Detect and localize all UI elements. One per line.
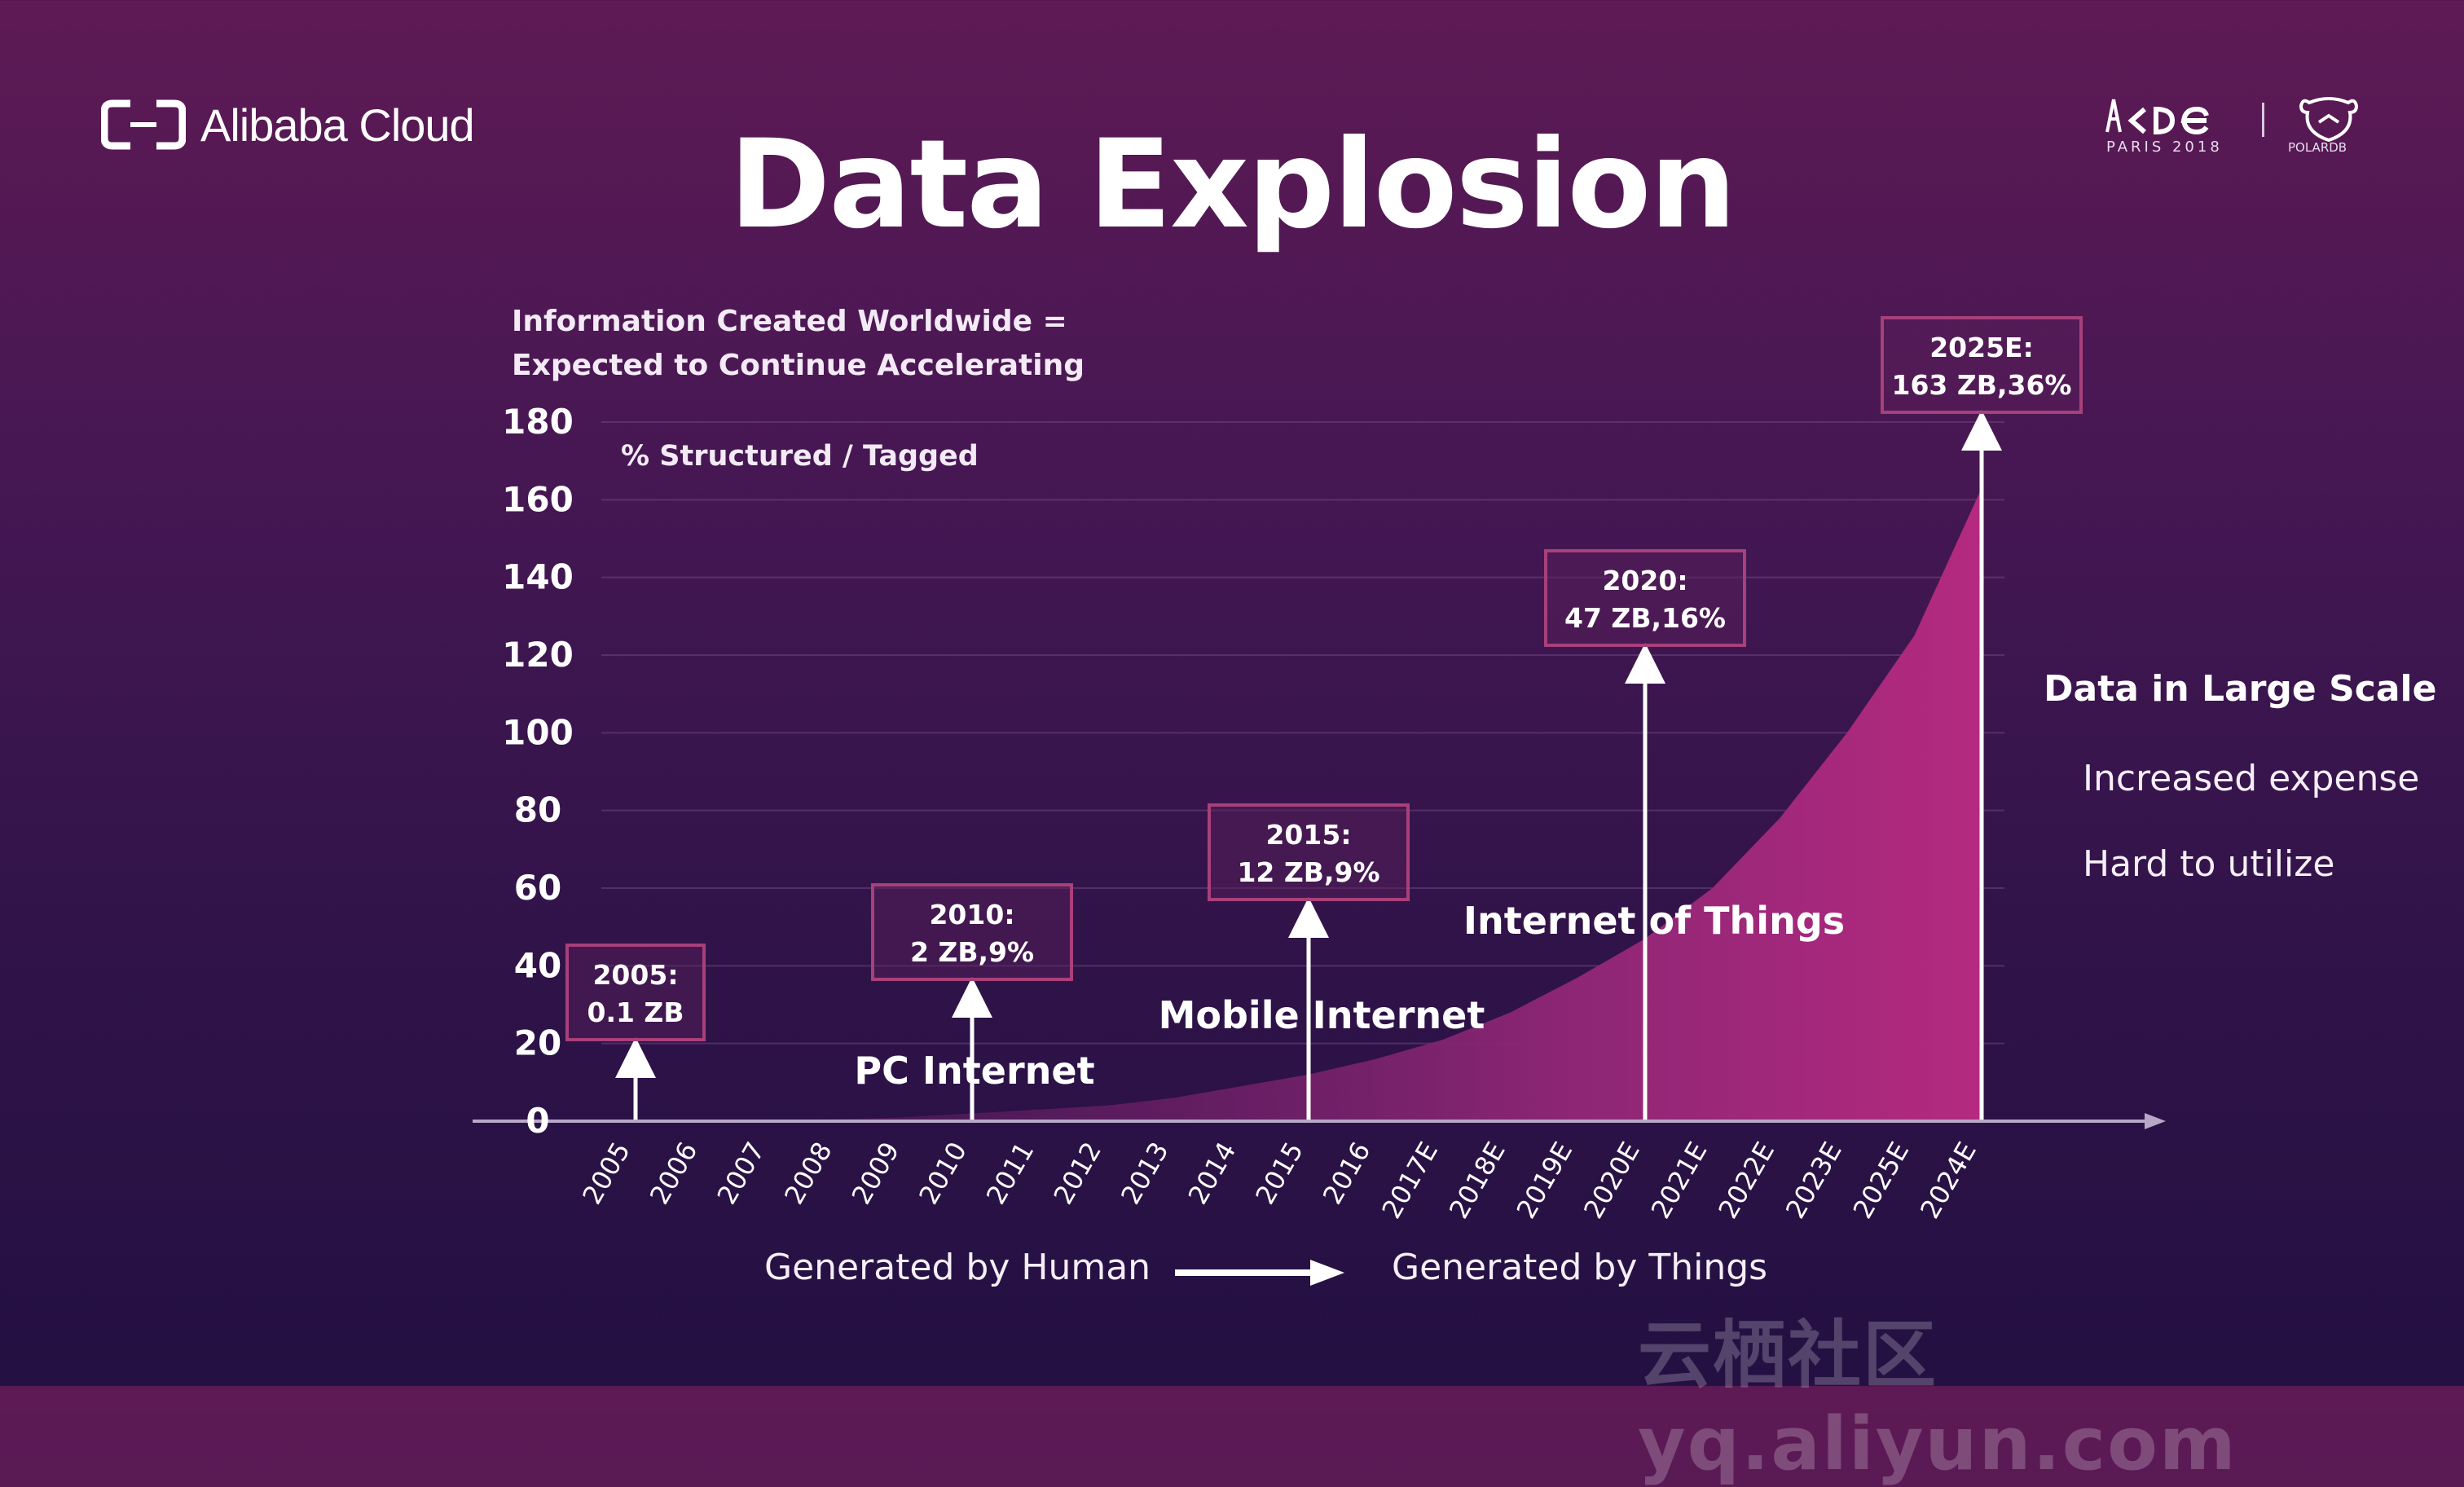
slide-title: Data Explosion xyxy=(728,114,1736,256)
side-item-expense: Increased expense xyxy=(2083,758,2420,799)
right-arrow-icon xyxy=(1175,1260,1344,1286)
side-panel-title: Data in Large Scale xyxy=(2044,668,2437,710)
conference-subtitle: PARIS 2018 xyxy=(2106,139,2223,156)
callout-2010: 2010: 2 ZB,9% xyxy=(871,883,1073,981)
callout-text: 2 ZB,9% xyxy=(910,936,1034,968)
callout-text: 47 ZB,16% xyxy=(1564,602,1726,634)
icde-logo-icon xyxy=(2105,99,2209,135)
watermark: 云栖社区 yq.aliyun.com xyxy=(1638,1313,2237,1487)
x-tick-label: 2005 xyxy=(576,1137,636,1210)
callout-2025E: 2025E: 163 ZB,36% xyxy=(1881,316,2083,414)
x-tick-label: 2024E xyxy=(1914,1137,1982,1224)
x-tick-label: 2021E xyxy=(1645,1137,1714,1224)
x-axis-arrowhead xyxy=(2145,1113,2166,1129)
era-label: Mobile Internet xyxy=(1159,993,1485,1037)
callout-2005: 2005: 0.1 ZB xyxy=(565,944,706,1041)
x-tick-label: 2006 xyxy=(644,1137,704,1210)
callout-text: 2010: xyxy=(929,899,1014,930)
callout-text: 0.1 ZB xyxy=(587,996,684,1028)
bottom-left-label: Generated by Human xyxy=(764,1247,1151,1288)
x-tick-label: 2018E xyxy=(1443,1137,1511,1224)
callout-text: 163 ZB,36% xyxy=(1892,369,2072,401)
y-tick-label: 60 xyxy=(514,868,561,908)
y-tick-label: 160 xyxy=(502,479,574,519)
y-tick-label: 0 xyxy=(526,1101,549,1141)
x-tick-label: 2020E xyxy=(1577,1137,1646,1224)
callout-2020: 2020: 47 ZB,16% xyxy=(1544,549,1746,647)
y-tick-label: 100 xyxy=(502,712,574,752)
chart-subtitle: Information Created Worldwide = Expected… xyxy=(512,300,1085,388)
y-tick-label: 40 xyxy=(514,945,561,985)
logo-divider xyxy=(2262,103,2264,137)
callout-text: 2025E: xyxy=(1929,332,2034,363)
callout-text: 2020: xyxy=(1602,565,1687,596)
x-tick-label: 2009 xyxy=(846,1137,906,1210)
callout-2015: 2015: 12 ZB,9% xyxy=(1208,803,1410,901)
y-tick-label: 120 xyxy=(502,635,574,675)
y-tick-label: 20 xyxy=(514,1023,561,1063)
subtitle-line-1: Information Created Worldwide = xyxy=(512,305,1067,338)
x-tick-label: 2013 xyxy=(1115,1137,1175,1210)
alibaba-cloud-icon xyxy=(101,99,186,150)
era-label: PC Internet xyxy=(854,1049,1094,1093)
y-tick-label: 80 xyxy=(514,790,561,830)
x-tick-label: 2025E xyxy=(1847,1137,1916,1224)
x-tick-label: 2014 xyxy=(1182,1137,1243,1210)
x-tick-label: 2016 xyxy=(1317,1137,1377,1210)
x-tick-label: 2007 xyxy=(711,1137,772,1210)
polardb-bear-icon xyxy=(2299,97,2359,143)
polardb-label: POLARDB xyxy=(2288,140,2347,155)
bottom-right-label: Generated by Things xyxy=(1392,1247,1768,1288)
callout-text: 12 ZB,9% xyxy=(1237,856,1379,888)
x-tick-label: 2015 xyxy=(1249,1137,1309,1210)
legend-label: % Structured / Tagged xyxy=(621,440,979,473)
alibaba-cloud-logo: Alibaba Cloud xyxy=(101,96,475,153)
y-tick-label: 180 xyxy=(502,402,574,442)
subtitle-line-2: Expected to Continue Accelerating xyxy=(512,349,1085,382)
x-tick-label: 2017E xyxy=(1375,1137,1444,1224)
callout-text: 2005: xyxy=(592,959,678,991)
x-tick-label: 2008 xyxy=(778,1137,838,1210)
y-tick-label: 140 xyxy=(502,557,574,597)
side-item-utilize: Hard to utilize xyxy=(2083,843,2335,885)
era-label: Internet of Things xyxy=(1463,899,1845,943)
x-tick-label: 2012 xyxy=(1048,1137,1108,1210)
x-tick-label: 2022E xyxy=(1712,1137,1780,1224)
x-tick-label: 2010 xyxy=(913,1137,973,1210)
logo-text: Alibaba Cloud xyxy=(200,99,475,151)
x-tick-label: 2023E xyxy=(1780,1137,1848,1224)
x-tick-label: 2011 xyxy=(980,1137,1041,1210)
x-tick-label: 2019E xyxy=(1511,1137,1579,1224)
callout-text: 2015: xyxy=(1265,819,1351,851)
